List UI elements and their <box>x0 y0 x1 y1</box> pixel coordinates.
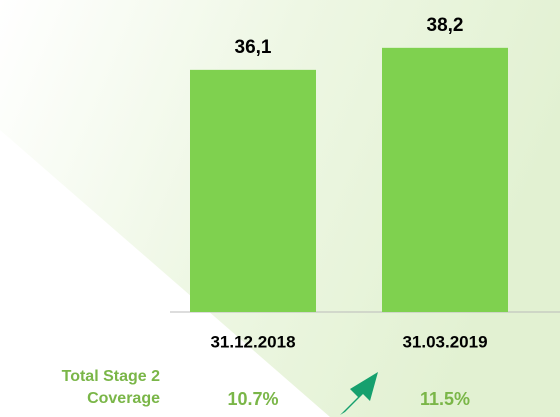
coverage-value: 10.7% <box>227 389 278 409</box>
value-label: 38,2 <box>427 15 464 36</box>
value-label: 36,1 <box>235 37 272 58</box>
x-tick-label: 31.03.2019 <box>402 332 487 351</box>
x-tick-label: 31.12.2018 <box>210 332 295 351</box>
coverage-value: 11.5% <box>420 389 470 409</box>
arrow <box>340 372 378 415</box>
coverage-label: Total Stage 2 Coverage <box>61 368 160 407</box>
bar <box>382 47 508 313</box>
bar <box>190 69 316 313</box>
